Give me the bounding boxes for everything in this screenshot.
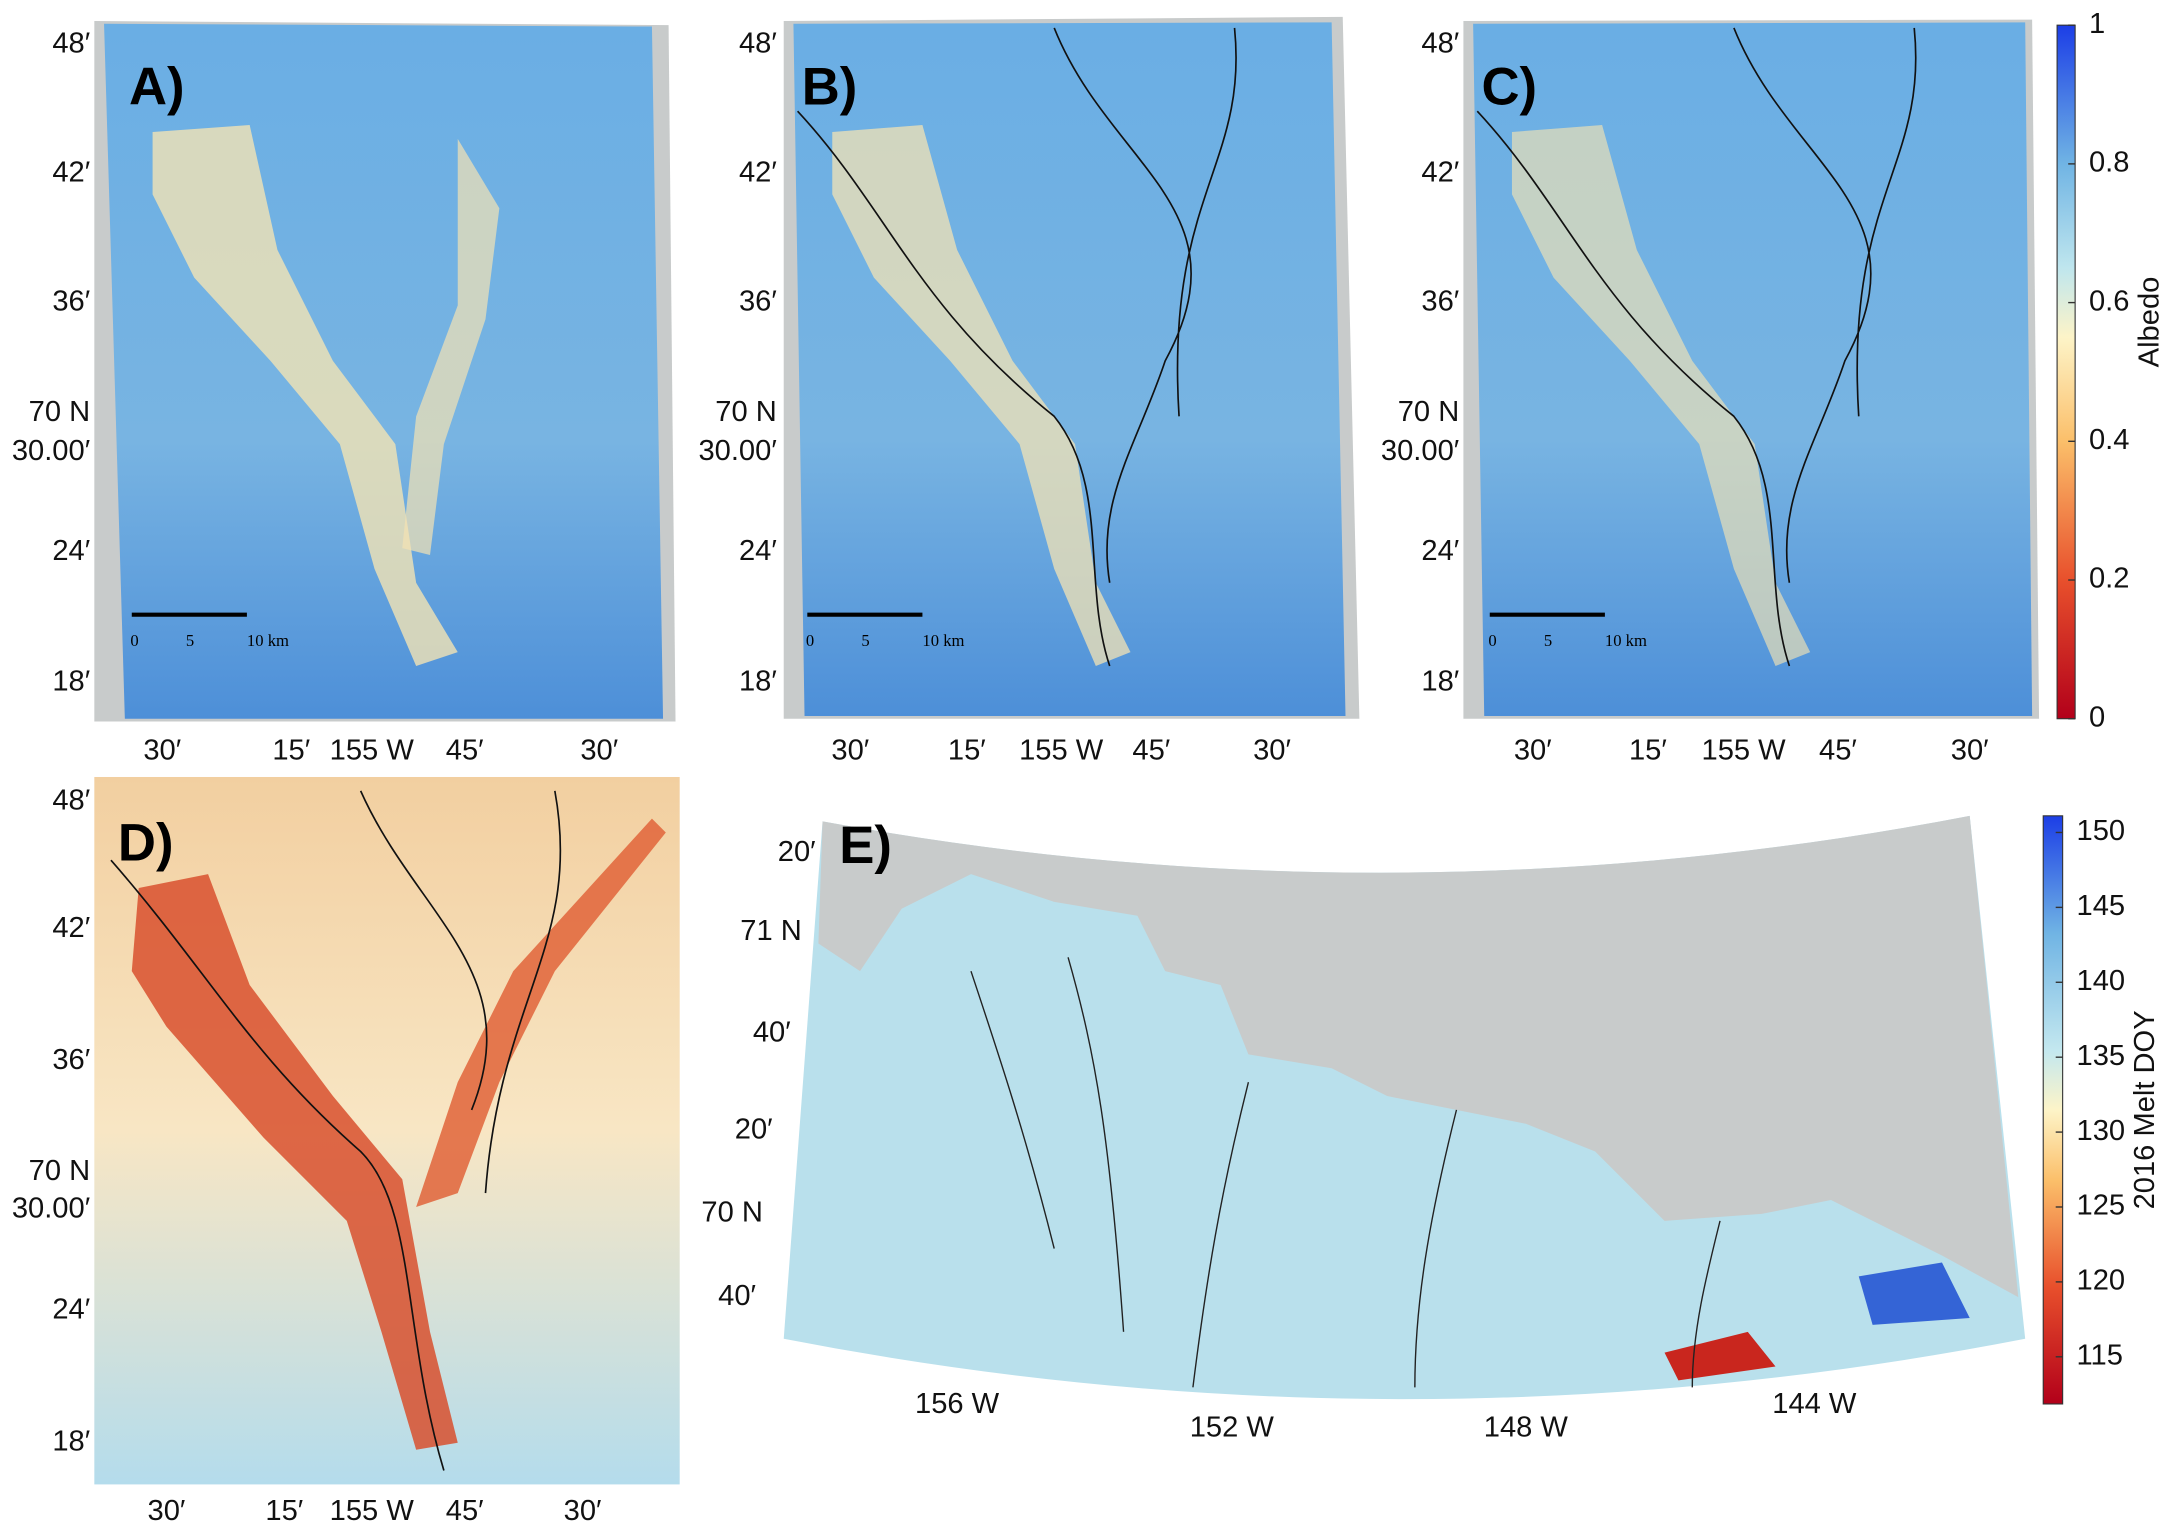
colorbar-tick-label: 150	[2077, 815, 2126, 847]
colorbar-tick-label: 145	[2077, 890, 2126, 922]
lat-label: 36′	[1421, 285, 1459, 317]
lon-label: 155 W	[330, 735, 415, 767]
lat-label: 36′	[739, 285, 777, 317]
map-c	[1463, 19, 2040, 719]
lon-label: 45′	[446, 735, 484, 767]
lat-label: 48′	[52, 785, 90, 817]
panel-label: E)	[839, 816, 892, 875]
lon-label: 155 W	[1702, 735, 1787, 767]
lat-label: 70 N	[29, 396, 91, 428]
lat-label: 48′	[739, 27, 777, 59]
lat-label: 36′	[52, 1044, 90, 1076]
colorbar-tick-label: 0.6	[2089, 285, 2129, 317]
lat-label: 40′	[718, 1280, 756, 1312]
scale-bar-label: 0	[1488, 631, 1496, 650]
lat-label: 70 N	[701, 1197, 763, 1229]
map-b	[783, 16, 1360, 719]
colorbar-tick-label: 0	[2089, 701, 2105, 733]
lon-label: 30′	[143, 735, 181, 767]
lat-label: 30.00′	[1381, 435, 1459, 467]
panel-label: C)	[1481, 57, 1537, 116]
scale-bar-label: 5	[1544, 631, 1552, 650]
melt-colorbar	[2042, 815, 2064, 1405]
colorbar-tick-label: 115	[2077, 1339, 2123, 1371]
colorbar-tick-label: 130	[2077, 1115, 2126, 1147]
lon-label: 15′	[1629, 735, 1667, 767]
lat-label: 18′	[1421, 665, 1459, 697]
lon-label: 45′	[1819, 735, 1857, 767]
colorbar-label: Albedo	[2133, 277, 2165, 368]
lon-label: 45′	[1132, 735, 1170, 767]
colorbar-tick-label: 1	[2089, 8, 2105, 40]
lat-label: 70 N	[715, 396, 777, 428]
lat-label: 42′	[52, 912, 90, 944]
lat-label: 18′	[52, 665, 90, 697]
map-e	[783, 815, 2026, 1400]
scale-bar-label: 5	[186, 631, 194, 650]
lat-label: 24′	[739, 535, 777, 567]
lat-label: 71 N	[740, 915, 802, 947]
scale-bar-label: 10 km	[1605, 631, 1647, 650]
lat-label: 18′	[52, 1425, 90, 1457]
lon-label: 144 W	[1772, 1388, 1857, 1420]
lon-label: 45′	[446, 1495, 484, 1527]
panel-label: A)	[129, 57, 185, 116]
scale-bar-label: 0	[806, 631, 814, 650]
lon-label: 30′	[1951, 735, 1989, 767]
albedo-colorbar	[2056, 24, 2076, 720]
lat-label: 48′	[52, 27, 90, 59]
lat-label: 36′	[52, 285, 90, 317]
lon-label: 30′	[1514, 735, 1552, 767]
lat-label: 42′	[1421, 156, 1459, 188]
lon-label: 155 W	[330, 1495, 415, 1527]
colorbar-tick-label: 0.8	[2089, 147, 2129, 179]
lat-label: 20′	[735, 1113, 773, 1145]
scale-bar-label: 5	[861, 631, 869, 650]
map-a	[94, 21, 676, 722]
lon-label: 15′	[265, 1495, 303, 1527]
colorbar-tick-label: 0.4	[2089, 424, 2129, 456]
lat-label: 30.00′	[12, 435, 90, 467]
colorbar-tick-label: 120	[2077, 1265, 2126, 1297]
lat-label: 18′	[739, 665, 777, 697]
scale-bar-label: 10 km	[247, 631, 289, 650]
panel-label: D)	[118, 813, 174, 872]
lat-label: 42′	[739, 156, 777, 188]
lat-label: 30.00′	[698, 435, 776, 467]
lat-label: 40′	[753, 1016, 791, 1048]
scale-bar-label: 0	[130, 631, 138, 650]
lat-label: 70 N	[29, 1155, 91, 1187]
lon-label: 15′	[948, 735, 986, 767]
colorbar-tick-label: 0.2	[2089, 563, 2129, 595]
colorbar-tick-label: 140	[2077, 965, 2126, 997]
lat-label: 42′	[52, 156, 90, 188]
map-d	[94, 776, 680, 1485]
lon-label: 30′	[564, 1495, 602, 1527]
colorbar-tick-label: 125	[2077, 1190, 2126, 1222]
lon-label: 30′	[1253, 735, 1291, 767]
lat-label: 24′	[52, 1294, 90, 1326]
lat-label: 30.00′	[12, 1192, 90, 1224]
colorbar-tick-label: 135	[2077, 1040, 2126, 1072]
lon-label: 15′	[272, 735, 310, 767]
lon-label: 152 W	[1190, 1412, 1275, 1444]
lat-label: 20′	[778, 836, 816, 868]
colorbar-label: 2016 Melt DOY	[2129, 1010, 2161, 1209]
lon-label: 156 W	[915, 1388, 1000, 1420]
lon-label: 30′	[580, 735, 618, 767]
lon-label: 30′	[831, 735, 869, 767]
lon-label: 155 W	[1019, 735, 1104, 767]
lat-label: 48′	[1421, 27, 1459, 59]
lat-label: 24′	[1421, 535, 1459, 567]
lat-label: 70 N	[1398, 396, 1460, 428]
lon-label: 148 W	[1484, 1412, 1569, 1444]
scale-bar-label: 10 km	[922, 631, 964, 650]
panel-label: B)	[802, 57, 858, 116]
lon-label: 30′	[148, 1495, 186, 1527]
lat-label: 24′	[52, 535, 90, 567]
